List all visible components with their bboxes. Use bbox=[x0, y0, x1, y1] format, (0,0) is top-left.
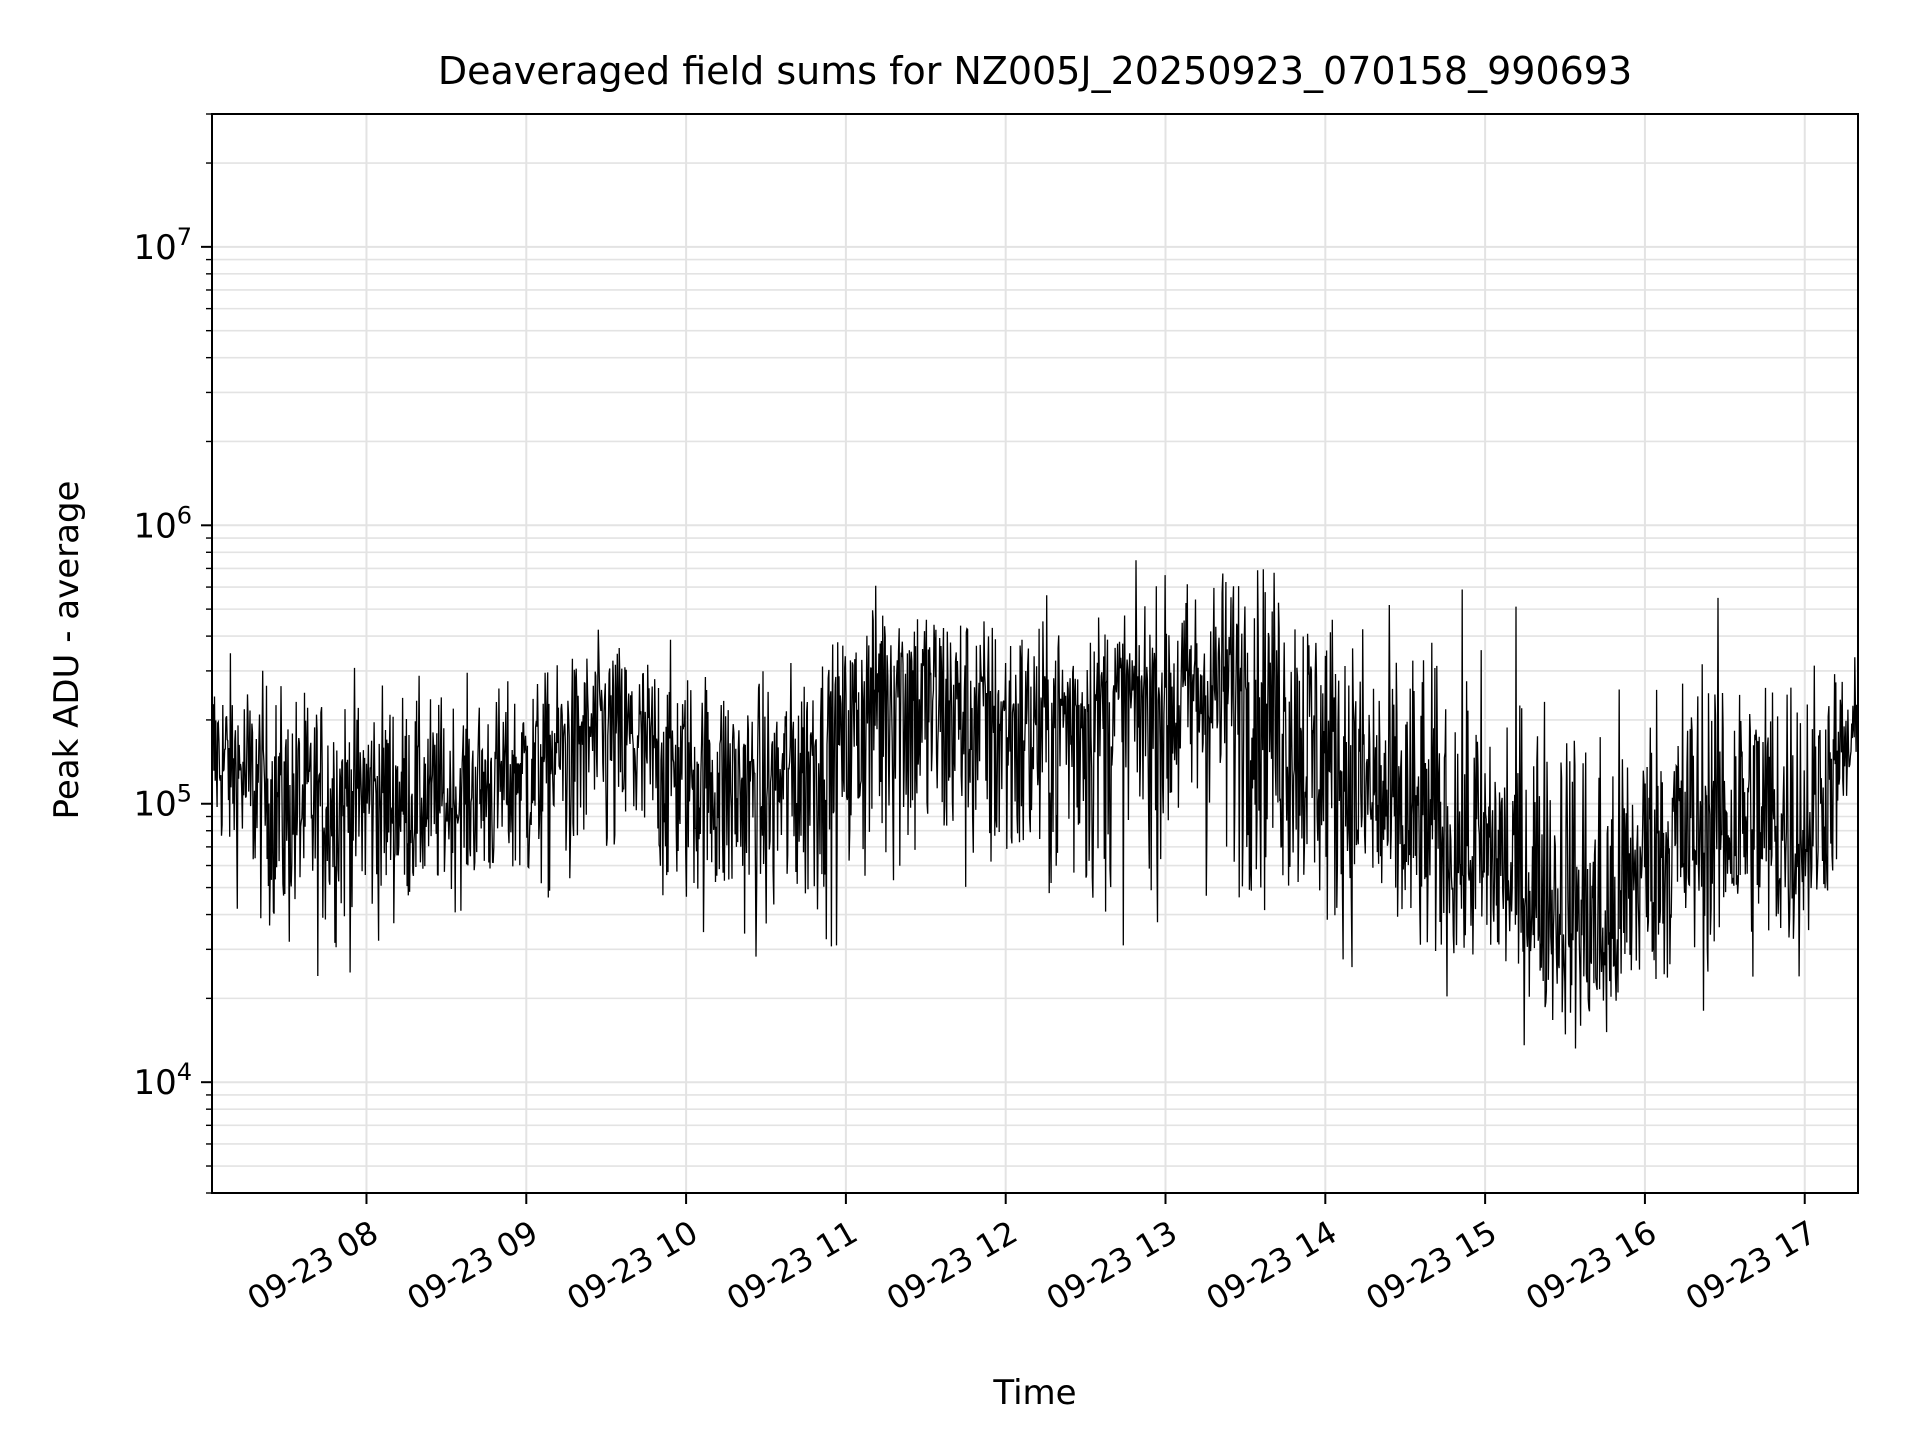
y-tick-label: 104 bbox=[133, 1058, 192, 1103]
x-axis-label: Time bbox=[992, 1373, 1076, 1413]
plot-frame bbox=[211, 113, 1859, 1194]
data-series bbox=[211, 560, 1859, 1049]
y-tick-label: 106 bbox=[133, 501, 192, 546]
y-tick-label: 107 bbox=[133, 223, 192, 268]
series-line bbox=[211, 560, 1859, 1049]
chart-title: Deaveraged field sums for NZ005J_2025092… bbox=[438, 49, 1632, 93]
y-axis-label: Peak ADU - average bbox=[47, 481, 87, 820]
y-tick-label: 105 bbox=[133, 780, 192, 825]
